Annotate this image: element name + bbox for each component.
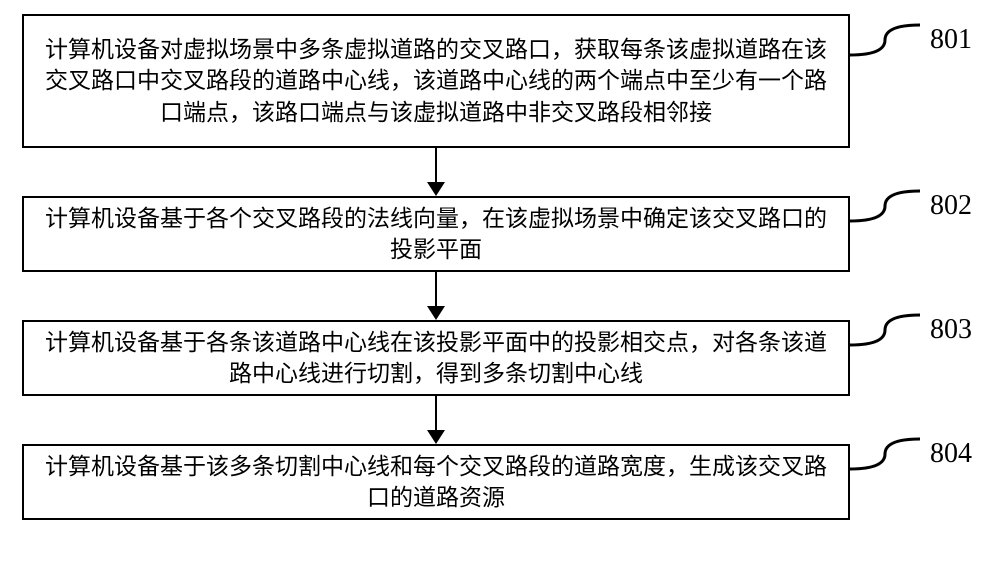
step-label-804: 804: [930, 438, 972, 470]
label-hook-801: [850, 23, 920, 57]
arrow-shaft-1: [435, 148, 437, 182]
arrow-shaft-3: [435, 396, 437, 430]
arrow-head-2: [427, 306, 445, 320]
arrow-shaft-2: [435, 272, 437, 306]
label-hook-803: [850, 313, 920, 347]
step-text-801: 计算机设备对虚拟场景中多条虚拟道路的交叉路口，获取每条该虚拟道路在该交叉路口中交…: [38, 34, 834, 127]
step-text-803: 计算机设备基于各条该道路中心线在该投影平面中的投影相交点，对各条该道路中心线进行…: [38, 327, 834, 389]
step-box-804: 计算机设备基于该多条切割中心线和每个交叉路段的道路宽度，生成该交叉路口的道路资源: [22, 444, 850, 520]
arrow-head-1: [427, 182, 445, 196]
label-hook-804: [850, 437, 920, 471]
arrow-head-3: [427, 430, 445, 444]
step-label-803: 803: [930, 314, 972, 346]
step-label-801: 801: [930, 24, 972, 56]
step-text-804: 计算机设备基于该多条切割中心线和每个交叉路段的道路宽度，生成该交叉路口的道路资源: [38, 451, 834, 513]
label-hook-802: [850, 189, 920, 223]
step-box-801: 计算机设备对虚拟场景中多条虚拟道路的交叉路口，获取每条该虚拟道路在该交叉路口中交…: [22, 14, 850, 148]
flowchart-canvas: 计算机设备对虚拟场景中多条虚拟道路的交叉路口，获取每条该虚拟道路在该交叉路口中交…: [0, 0, 1000, 569]
step-box-802: 计算机设备基于各个交叉路段的法线向量，在该虚拟场景中确定该交叉路口的投影平面: [22, 196, 850, 272]
step-box-803: 计算机设备基于各条该道路中心线在该投影平面中的投影相交点，对各条该道路中心线进行…: [22, 320, 850, 396]
step-label-802: 802: [930, 190, 972, 222]
step-text-802: 计算机设备基于各个交叉路段的法线向量，在该虚拟场景中确定该交叉路口的投影平面: [38, 203, 834, 265]
